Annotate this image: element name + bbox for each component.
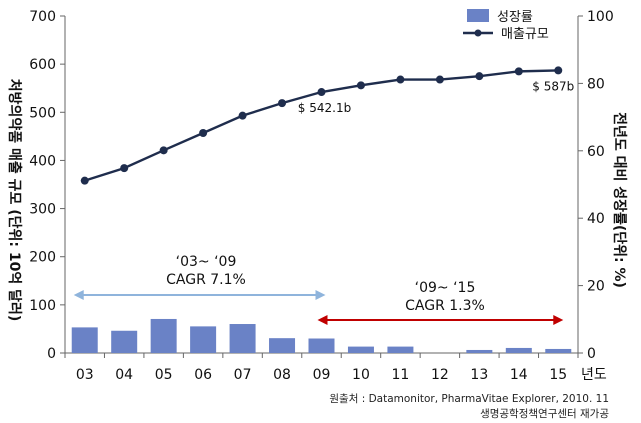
y-left-tick-label: 700 — [29, 9, 56, 25]
x-tick-label: 04 — [115, 367, 133, 383]
bar-growth-rate — [387, 346, 414, 353]
y-right-tick-label: 80 — [587, 76, 605, 92]
y-left-tick-label: 300 — [29, 202, 56, 218]
x-tick-label: 10 — [352, 367, 370, 383]
bar-growth-rate — [229, 324, 256, 353]
x-tick-label: 07 — [234, 367, 252, 383]
line-point-sales — [396, 75, 405, 84]
y-right-tick-label: 100 — [587, 9, 614, 25]
y-right-tick-label: 0 — [587, 346, 596, 362]
tick-labels: 0 100 200 300 400 500 600 700 0 20 40 60 80 100 03 04 05… — [29, 9, 613, 383]
line-point-sales — [514, 67, 523, 76]
bar-growth-rate — [545, 348, 572, 353]
cagr-period: ‘09~ ‘15 — [415, 280, 476, 296]
data-label-sales: $ 542.1b — [298, 101, 351, 115]
x-tick-label: 12 — [431, 367, 449, 383]
line-point-sales — [199, 128, 208, 137]
line-point-sales — [435, 75, 444, 84]
cagr-arrowhead-left — [73, 290, 84, 300]
y-left-tick-label: 0 — [47, 346, 56, 362]
bar-growth-rate — [466, 349, 493, 353]
line-point-sales — [317, 88, 326, 97]
y-left-tick-label: 400 — [29, 153, 56, 169]
bar-growth-rate — [269, 338, 296, 353]
line-sales-volume — [84, 69, 559, 182]
x-tick-label: 14 — [510, 367, 528, 383]
bar-growth-rate — [190, 326, 217, 353]
line-point-sales — [159, 146, 168, 155]
y-left-tick-label: 200 — [29, 250, 56, 266]
x-tick-label: 06 — [194, 367, 212, 383]
cagr-arrowhead-left — [317, 315, 328, 325]
x-tick-label: 09 — [313, 367, 331, 383]
data-label-sales: $ 587b — [532, 79, 574, 93]
x-tick-label: 08 — [273, 367, 291, 383]
y-axis-left-title: 처방의약품 매출 규모 (단위: 10억 달러) — [6, 78, 22, 322]
cagr-value: CAGR 1.3% — [405, 298, 485, 314]
line-series-sales — [80, 66, 563, 185]
bar-growth-rate — [505, 347, 532, 353]
bar-growth-rate — [71, 327, 98, 353]
x-tick-label: 11 — [392, 367, 410, 383]
line-point-sales — [278, 99, 287, 108]
x-axis-suffix: 년도 — [581, 367, 607, 383]
bar-growth-rate — [308, 338, 335, 353]
legend-swatch-bar — [467, 9, 489, 22]
y-right-tick-label: 60 — [587, 144, 605, 160]
x-tick-label: 03 — [76, 367, 94, 383]
y-axis-right-title: 전년도 대비 성장률(단위: %) — [611, 112, 627, 288]
axes-layer — [60, 15, 583, 358]
line-point-sales — [120, 164, 129, 173]
y-left-tick-label: 600 — [29, 57, 56, 73]
legend-label-bar: 성장률 — [497, 10, 533, 25]
line-point-sales — [238, 111, 247, 120]
x-tick-label: 13 — [470, 367, 488, 383]
legend-label-line: 매출규모 — [501, 27, 549, 42]
bar-growth-rate — [111, 330, 138, 353]
source-credit: 생명공학정책연구센터 재가공 — [480, 408, 609, 420]
bar-growth-rate — [347, 346, 374, 353]
y-right-tick-label: 40 — [587, 211, 605, 227]
cagr-arrowhead-right — [553, 315, 564, 325]
cagr-value: CAGR 7.1% — [166, 272, 246, 288]
x-tick-label: 05 — [155, 367, 173, 383]
source-note: 원출처 : Datamonitor, PharmaVitae Explorer,… — [329, 393, 609, 405]
bar-growth-rate — [150, 318, 177, 353]
cagr-annotations: ‘03~ ‘09 CAGR 7.1% ‘09~ ‘15 CAGR 1.3% — [73, 254, 564, 325]
line-point-sales — [356, 81, 365, 90]
line-point-sales — [554, 66, 563, 75]
cagr-arrowhead-right — [315, 290, 326, 300]
line-point-sales — [80, 176, 89, 185]
x-tick-label: 15 — [549, 367, 567, 383]
bar-series-growth — [71, 318, 572, 353]
y-right-tick-label: 20 — [587, 279, 605, 295]
cagr-period: ‘03~ ‘09 — [176, 254, 237, 270]
y-left-tick-label: 100 — [29, 298, 56, 314]
y-left-tick-label: 500 — [29, 105, 56, 121]
line-point-sales — [475, 72, 484, 81]
legend-marker-line — [474, 29, 482, 37]
